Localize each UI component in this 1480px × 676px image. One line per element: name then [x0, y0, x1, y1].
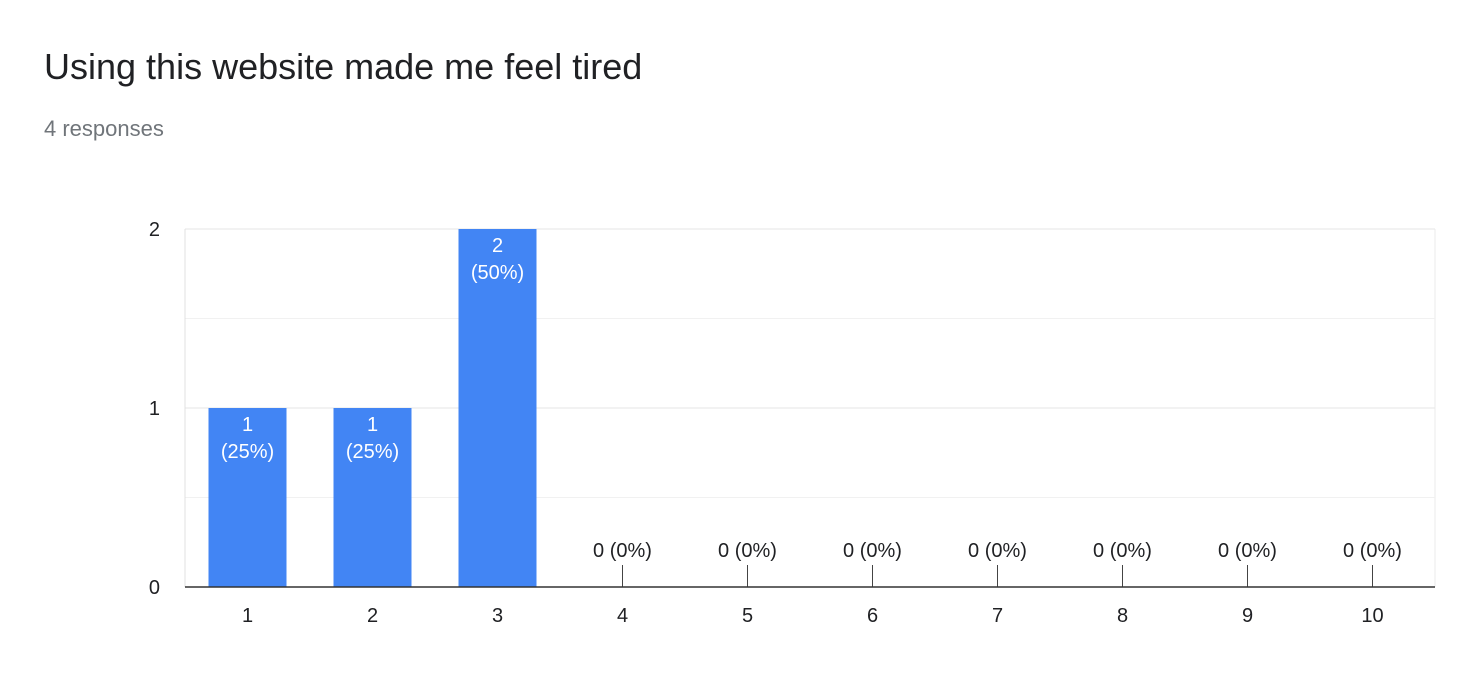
x-tick-label: 4: [617, 605, 628, 627]
x-tick-label: 8: [1117, 605, 1128, 627]
bars: [208, 229, 1373, 587]
data-label: 2 (50%): [471, 235, 524, 284]
data-label: 1 (25%): [221, 414, 274, 463]
bar: [458, 229, 537, 587]
x-tick-label: 6: [867, 605, 878, 627]
x-tick-label: 9: [1242, 605, 1253, 627]
data-label: 0 (0%): [1343, 540, 1402, 562]
response-count: 4 responses: [44, 116, 164, 141]
data-label: 1 (25%): [346, 414, 399, 463]
data-label: 0 (0%): [593, 540, 652, 562]
x-tick-label: 5: [742, 605, 753, 627]
data-labels: 1 (25%) 1 (25%) 2 (50%) 0 (0%) 0 (0%) 0 (0%) 0 (0…: [221, 235, 1402, 562]
x-tick-label: 3: [492, 605, 503, 627]
data-label: 0 (0%): [968, 540, 1027, 562]
bar: [333, 408, 412, 587]
grid-lines: [185, 228, 1436, 587]
x-tick-label: 1: [242, 605, 253, 627]
chart-title: Using this website made me feel tired: [44, 46, 643, 87]
data-label: 0 (0%): [718, 540, 777, 562]
x-tick-label: 2: [367, 605, 378, 627]
x-tick-label: 10: [1361, 605, 1383, 627]
bar: [208, 408, 287, 587]
data-label: 0 (0%): [1093, 540, 1152, 562]
y-tick-label: 1: [149, 398, 160, 420]
y-tick-label: 0: [149, 577, 160, 599]
data-label: 0 (0%): [843, 540, 902, 562]
data-label: 0 (0%): [1218, 540, 1277, 562]
axes: 0 1 2 1 2 3 4 5 6 7 8 9 10: [149, 219, 1435, 627]
y-tick-label: 2: [149, 219, 160, 241]
x-tick-label: 7: [992, 605, 1003, 627]
